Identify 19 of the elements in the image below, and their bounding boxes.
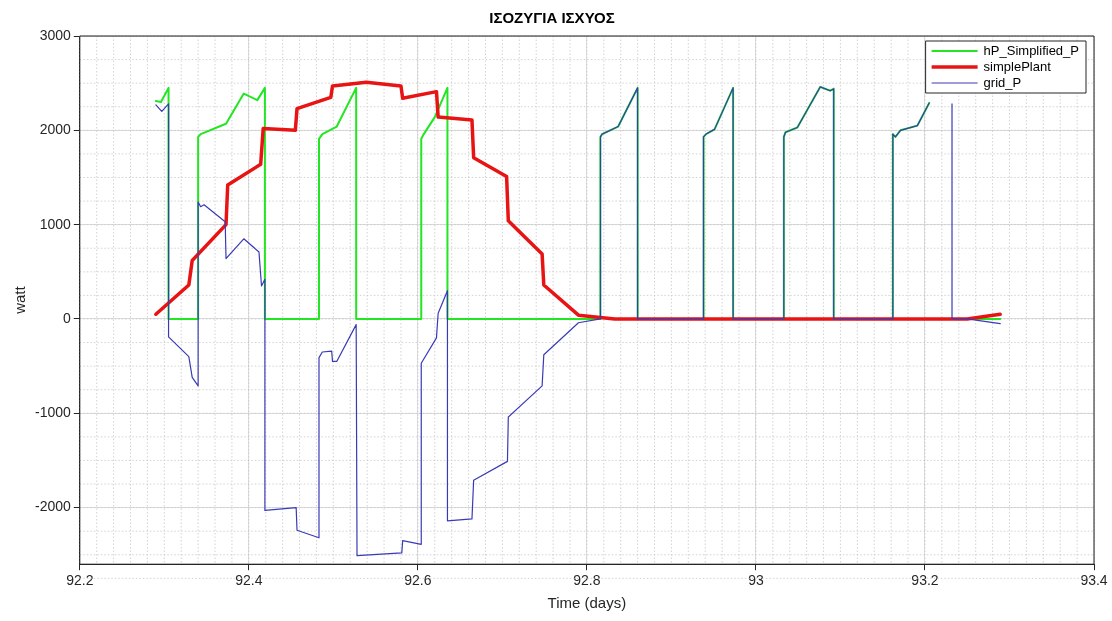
x-tick-label: 93.4 bbox=[1080, 572, 1108, 589]
x-tick-label: 92.6 bbox=[404, 572, 432, 589]
legend-label: grid_P bbox=[983, 74, 1022, 90]
legend-label: hP_Simplified_P bbox=[983, 42, 1079, 58]
y-tick-label: -2000 bbox=[34, 498, 72, 515]
y-tick-label: 0 bbox=[63, 309, 72, 326]
x-tick-label: 92.8 bbox=[573, 572, 601, 589]
x-tick-label: 92.2 bbox=[66, 572, 94, 589]
y-tick-label: 1000 bbox=[39, 215, 72, 232]
x-tick-label: 93.2 bbox=[911, 572, 939, 589]
legend-label: simplePlant bbox=[983, 58, 1052, 74]
chart-title: ΙΣΟΖΥΓΙΑ ΙΣΧΥΟΣ bbox=[489, 9, 615, 27]
y-tick-label: -1000 bbox=[34, 404, 72, 421]
y-tick-label: 2000 bbox=[39, 121, 72, 138]
x-tick-label: 93 bbox=[748, 572, 764, 589]
y-axis-title: watt bbox=[11, 285, 29, 315]
y-tick-label: 3000 bbox=[39, 26, 72, 43]
x-axis-title: Time (days) bbox=[547, 594, 627, 612]
x-tick-label: 92.4 bbox=[235, 572, 263, 589]
